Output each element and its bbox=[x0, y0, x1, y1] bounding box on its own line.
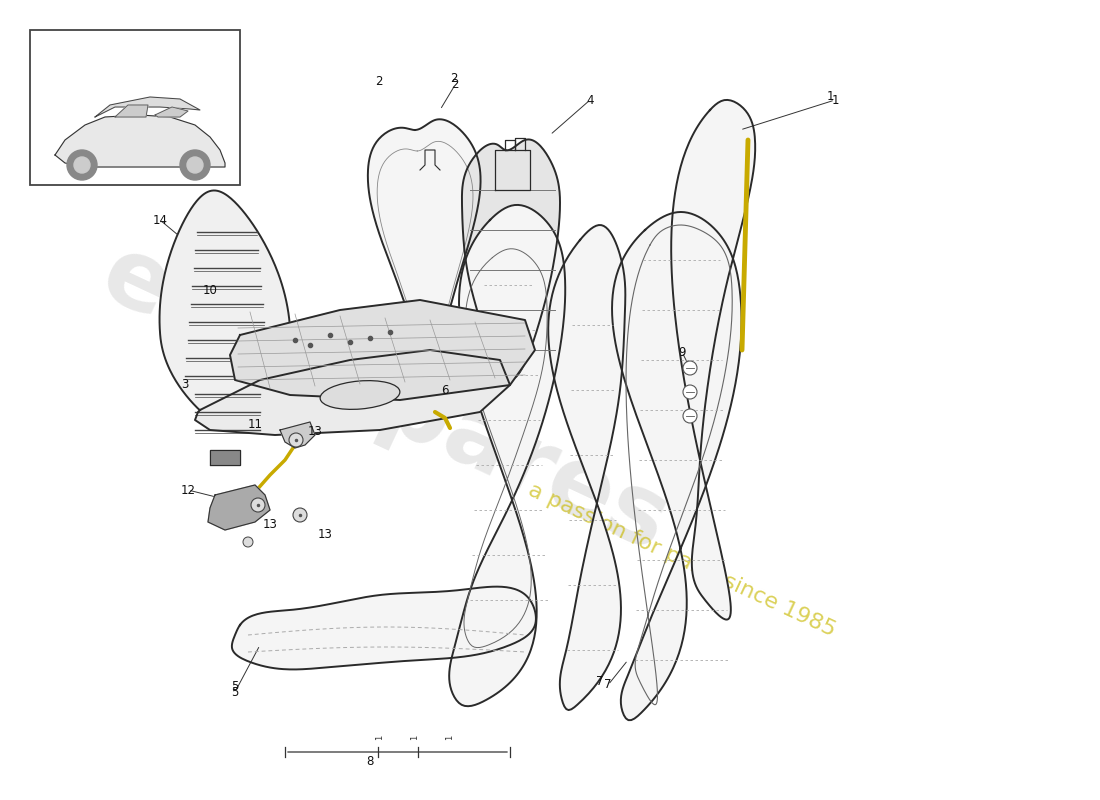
Circle shape bbox=[67, 150, 97, 180]
Text: 9: 9 bbox=[679, 346, 685, 358]
Text: 7: 7 bbox=[596, 675, 604, 688]
Text: 13: 13 bbox=[318, 528, 332, 541]
Text: 1: 1 bbox=[410, 734, 419, 740]
Text: eurospares: eurospares bbox=[87, 228, 683, 572]
Circle shape bbox=[683, 361, 697, 375]
Polygon shape bbox=[462, 139, 560, 380]
Text: 3: 3 bbox=[182, 378, 189, 391]
Polygon shape bbox=[280, 422, 315, 448]
Polygon shape bbox=[95, 97, 200, 117]
Text: 13: 13 bbox=[308, 425, 322, 438]
Text: 6: 6 bbox=[441, 383, 449, 397]
Ellipse shape bbox=[320, 381, 400, 410]
Text: 4: 4 bbox=[586, 94, 594, 106]
Text: 1: 1 bbox=[832, 94, 838, 106]
Text: 1: 1 bbox=[375, 734, 385, 740]
Polygon shape bbox=[548, 225, 625, 710]
Text: 5: 5 bbox=[231, 680, 239, 693]
Polygon shape bbox=[230, 300, 535, 400]
Circle shape bbox=[683, 409, 697, 423]
Text: 5: 5 bbox=[231, 686, 239, 698]
Text: 14: 14 bbox=[153, 214, 167, 226]
Circle shape bbox=[289, 433, 302, 447]
Polygon shape bbox=[210, 450, 240, 465]
Circle shape bbox=[251, 498, 265, 512]
Polygon shape bbox=[55, 115, 225, 167]
Text: 1: 1 bbox=[446, 734, 454, 740]
Polygon shape bbox=[195, 350, 510, 435]
Text: 2: 2 bbox=[375, 75, 383, 88]
Polygon shape bbox=[367, 119, 481, 350]
Polygon shape bbox=[155, 107, 188, 117]
Text: 2: 2 bbox=[451, 78, 459, 91]
Circle shape bbox=[243, 537, 253, 547]
Circle shape bbox=[293, 508, 307, 522]
Polygon shape bbox=[612, 212, 741, 720]
Circle shape bbox=[187, 157, 204, 173]
Text: 8: 8 bbox=[366, 755, 374, 768]
Text: 11: 11 bbox=[248, 418, 263, 431]
Polygon shape bbox=[208, 485, 270, 530]
Circle shape bbox=[74, 157, 90, 173]
Text: 1: 1 bbox=[826, 90, 834, 103]
Polygon shape bbox=[671, 100, 756, 619]
Circle shape bbox=[180, 150, 210, 180]
Polygon shape bbox=[116, 105, 148, 117]
FancyBboxPatch shape bbox=[30, 30, 240, 185]
Polygon shape bbox=[449, 205, 565, 706]
Text: 10: 10 bbox=[202, 283, 218, 297]
Polygon shape bbox=[160, 190, 290, 428]
Text: 7: 7 bbox=[604, 678, 612, 691]
Text: 13: 13 bbox=[263, 518, 277, 531]
Text: 12: 12 bbox=[180, 483, 196, 497]
Polygon shape bbox=[232, 586, 536, 670]
Circle shape bbox=[683, 385, 697, 399]
Text: a passion for parts since 1985: a passion for parts since 1985 bbox=[525, 480, 839, 640]
Text: 2: 2 bbox=[450, 72, 458, 85]
